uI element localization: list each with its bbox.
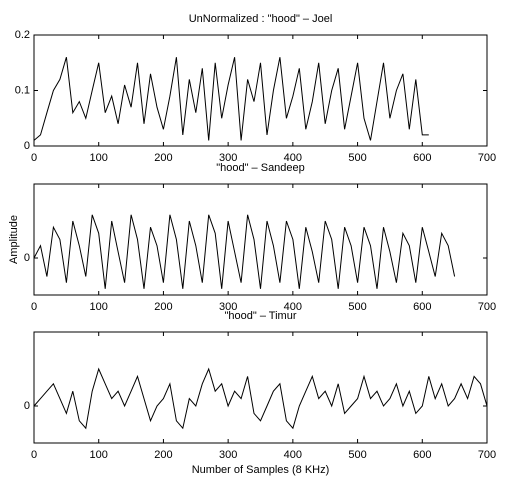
chart-title: "hood" – Timur [224, 310, 296, 322]
x-tick-label: 0 [31, 449, 37, 461]
y-tick-label: 0 [24, 400, 30, 412]
line [33, 57, 429, 141]
x-tick-label: 500 [348, 152, 366, 164]
x-tick-label: 0 [31, 152, 37, 164]
axes-box [33, 331, 488, 444]
x-tick-label: 500 [348, 449, 366, 461]
chart-title: UnNormalized : "hood" – Joel [189, 13, 333, 25]
x-tick-label: 300 [219, 152, 237, 164]
x-tick-label: 600 [413, 449, 431, 461]
x-tick-label: 500 [348, 301, 366, 313]
x-tick-label: 700 [478, 301, 496, 313]
y-tick-label: 0 [24, 140, 30, 152]
y-tick-label: 0.1 [15, 84, 30, 96]
x-tick-label: 400 [284, 152, 302, 164]
chart-title: "hood" – Sandeep [216, 162, 305, 174]
x-tick-label: 200 [154, 152, 172, 164]
y-axis-label: Amplitude [8, 215, 20, 264]
x-tick-label: 600 [413, 152, 431, 164]
x-tick-label: 200 [154, 449, 172, 461]
x-tick-label: 400 [284, 449, 302, 461]
axes-box [33, 183, 488, 296]
x-tick-label: 300 [219, 301, 237, 313]
x-tick-label: 400 [284, 301, 302, 313]
x-axis-label: Number of Samples (8 KHz) [192, 464, 330, 476]
x-tick-label: 100 [90, 301, 108, 313]
y-tick-label: 0.2 [15, 29, 30, 41]
x-tick-label: 200 [154, 301, 172, 313]
line [33, 367, 488, 430]
x-tick-label: 600 [413, 301, 431, 313]
x-tick-label: 300 [219, 449, 237, 461]
x-tick-label: 700 [478, 152, 496, 164]
y-tick-label: 0 [24, 252, 30, 264]
x-tick-label: 100 [90, 449, 108, 461]
x-tick-label: 700 [478, 449, 496, 461]
x-tick-label: 0 [31, 301, 37, 313]
line [33, 214, 456, 289]
x-tick-label: 100 [90, 152, 108, 164]
